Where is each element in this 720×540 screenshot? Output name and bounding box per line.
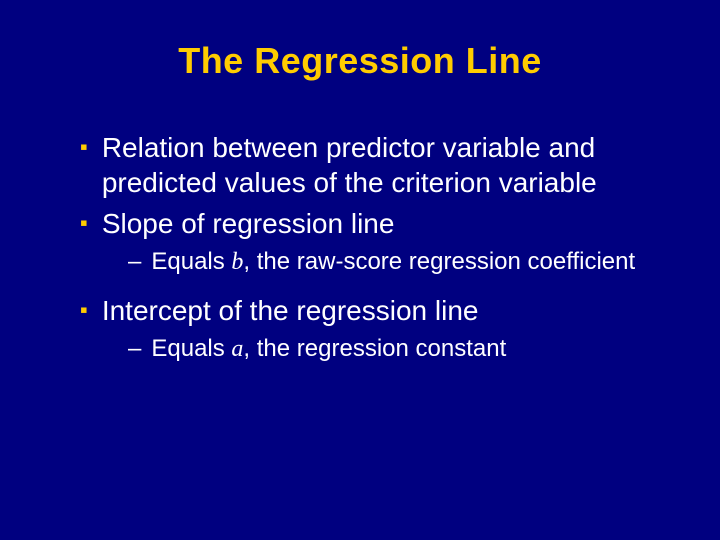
bullet-suffix: , the raw-score regression coefficient	[243, 248, 635, 275]
square-bullet-icon: ▪	[80, 206, 88, 241]
square-bullet-icon: ▪	[80, 293, 88, 328]
bullet-level2: – Equals b, the raw-score regression coe…	[128, 247, 670, 277]
bullet-level1: ▪ Relation between predictor variable an…	[80, 130, 670, 200]
bullet-prefix: Equals	[151, 335, 231, 362]
bullet-text: Relation between predictor variable and …	[102, 130, 670, 200]
slide-title: The Regression Line	[50, 40, 670, 82]
bullet-level1: ▪ Slope of regression line	[80, 206, 670, 241]
bullet-level2: – Equals a, the regression constant	[128, 334, 670, 364]
bullet-text: Equals a, the regression constant	[151, 334, 506, 364]
bullet-level1: ▪ Intercept of the regression line	[80, 293, 670, 328]
bullet-text: Equals b, the raw-score regression coeff…	[151, 247, 635, 277]
bullet-suffix: , the regression constant	[243, 335, 506, 362]
variable-italic: b	[231, 249, 243, 275]
bullet-text: Intercept of the regression line	[102, 293, 479, 328]
slide-container: The Regression Line ▪ Relation between p…	[0, 0, 720, 540]
variable-italic: a	[231, 336, 243, 362]
spacer	[50, 283, 670, 293]
square-bullet-icon: ▪	[80, 130, 88, 200]
dash-bullet-icon: –	[128, 334, 141, 364]
bullet-text: Slope of regression line	[102, 206, 395, 241]
dash-bullet-icon: –	[128, 247, 141, 277]
bullet-prefix: Equals	[151, 248, 231, 275]
